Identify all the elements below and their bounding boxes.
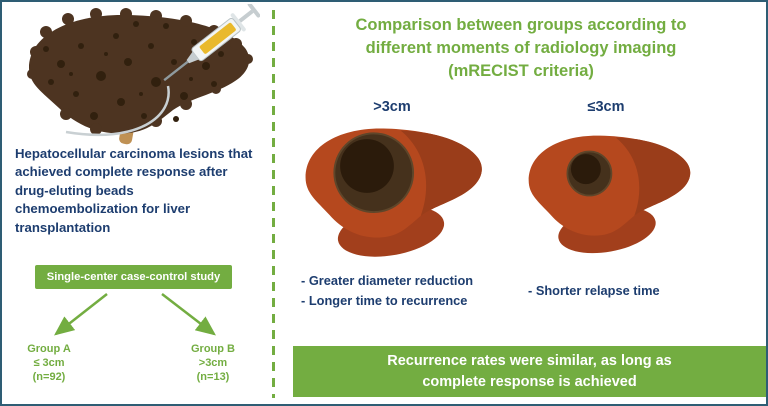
finding-diameter-reduction: - Greater diameter reduction bbox=[301, 273, 474, 288]
conclusion-text: Recurrence rates were similar, as long a… bbox=[387, 353, 672, 390]
group-b-size: >3cm bbox=[198, 357, 228, 369]
left-panel: Hepatocellular carcinoma lesions that ac… bbox=[2, 2, 270, 404]
group-a-n: (n=92) bbox=[32, 371, 66, 383]
branch-arrows-icon bbox=[54, 293, 216, 336]
study-type-badge: Single-center case-control study bbox=[35, 265, 232, 289]
dashed-divider bbox=[272, 10, 275, 398]
comparison-title: Comparison between groups according to d… bbox=[355, 16, 687, 80]
catheter-line-icon bbox=[65, 85, 170, 137]
group-a-name: Group A bbox=[27, 343, 71, 355]
finding-time-to-recurrence: - Longer time to recurrence bbox=[301, 293, 468, 308]
group-b: Group B >3cm (n=13) bbox=[174, 342, 252, 384]
liver-small-tumor-icon bbox=[528, 135, 691, 254]
right-panel: Comparison between groups according to d… bbox=[274, 2, 766, 404]
study-description: Hepatocellular carcinoma lesions that ac… bbox=[15, 146, 253, 235]
group-b-n: (n=13) bbox=[196, 371, 230, 383]
liver-large-tumor-icon bbox=[305, 128, 482, 257]
large-lesion-findings: - Greater diameter reduction - Longer ti… bbox=[301, 271, 473, 311]
conclusion-banner: Recurrence rates were similar, as long a… bbox=[293, 346, 766, 397]
syringe-icon bbox=[163, 4, 260, 82]
large-lesion-label: >3cm bbox=[373, 99, 411, 115]
group-b-name: Group B bbox=[191, 343, 235, 355]
group-a: Group A ≤ 3cm (n=92) bbox=[10, 342, 88, 384]
finding-relapse-time: - Shorter relapse time bbox=[528, 283, 660, 298]
group-a-size: ≤ 3cm bbox=[33, 357, 65, 369]
small-lesion-findings: - Shorter relapse time bbox=[528, 281, 660, 301]
small-lesion-label: ≤3cm bbox=[587, 99, 625, 115]
diseased-liver-with-syringe-icon bbox=[27, 4, 260, 145]
